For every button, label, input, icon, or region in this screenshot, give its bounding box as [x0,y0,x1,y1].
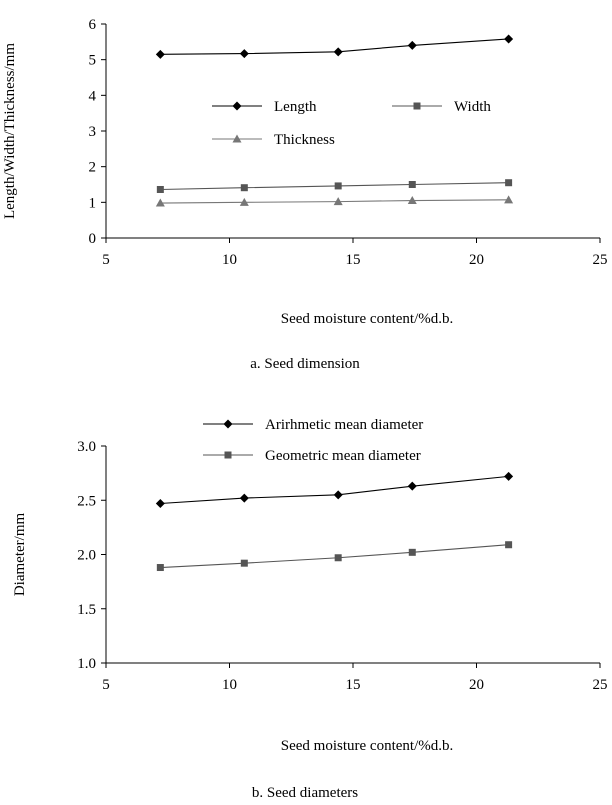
legend-marker [224,451,232,459]
y-tick-label: 1.0 [77,656,96,672]
legend-label: Length [274,99,317,115]
series-line [160,544,509,569]
data-point [156,185,164,193]
data-point [407,196,417,205]
data-point [239,197,249,206]
data-point [504,471,514,481]
series-line [160,182,509,191]
data-point [239,49,249,59]
chart-seed-diameters: 1.0 1.5 2.0 2.5 3.0 5 10 15 20 25 Seed moisture co… [12,417,608,801]
y-tick-label: 2.0 [77,548,96,564]
y-tick-label: 4 [89,88,97,104]
legend-label: Geometric mean diameter [265,448,421,464]
data-point [504,195,514,204]
x-tick-label: 10 [222,677,237,693]
legend-label: Thickness [274,132,335,148]
x-tick-label: 10 [222,252,237,268]
data-point [334,182,342,190]
data-point [504,34,514,44]
data-point [408,181,416,188]
x-tick-label: 5 [102,677,110,693]
legend-marker [232,134,242,143]
y-tick-label: 1.5 [77,602,96,618]
y-tick-label: 3.0 [77,439,96,455]
data-point [155,49,165,59]
x-tick-label: 20 [469,677,484,693]
x-tick-label: 5 [102,252,110,268]
x-axis-title: Seed moisture content/%d.b. [281,738,453,754]
data-point [155,198,165,207]
x-axis-title: Seed moisture content/%d.b. [281,311,453,327]
data-point [156,564,164,572]
data-point [240,184,248,192]
legend-marker [223,419,233,429]
y-tick-label: 0 [89,231,97,247]
x-tick-label: 25 [593,677,608,693]
figure-caption: b. Seed diameters [252,785,358,801]
legend-label: Width [454,99,491,115]
legend-marker [232,101,242,111]
legend-marker [413,102,421,110]
y-axis-title: Length/Width/Thickness/mm [2,43,18,219]
y-tick-label: 6 [89,17,97,33]
y-tick-label: 1 [89,195,97,211]
x-tick-label: 20 [469,252,484,268]
y-tick-label: 5 [89,53,97,69]
data-point [407,481,417,491]
figure-caption: a. Seed dimension [250,356,360,372]
data-point [240,559,248,567]
data-point [333,490,343,500]
data-point [334,554,342,562]
data-point [239,493,249,503]
data-point [333,47,343,57]
series-line [160,199,509,204]
y-axis-title: Diameter/mm [12,513,28,597]
data-point [408,548,416,556]
x-tick-label: 25 [593,252,608,268]
data-point [155,499,165,509]
y-tick-label: 3 [89,124,97,140]
chart-seed-dimension: 0 1 2 3 4 5 6 5 10 15 20 25 Seed moisture content/%d… [2,17,608,372]
legend-label: Arirhmetic mean diameter [265,417,423,433]
data-point [407,40,417,50]
data-point [505,541,513,549]
data-point [333,197,343,206]
x-tick-label: 15 [346,677,361,693]
y-tick-label: 2.5 [77,493,96,509]
y-tick-label: 2 [89,160,97,176]
data-point [505,179,513,187]
x-tick-label: 15 [346,252,361,268]
series-line [160,475,509,505]
